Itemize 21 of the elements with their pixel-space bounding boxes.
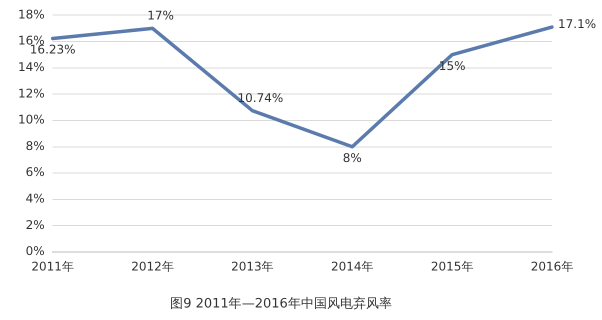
y-tick-label: 0%	[26, 244, 45, 258]
x-tick-label: 2016年	[530, 259, 574, 274]
x-tick-label: 2015年	[430, 259, 474, 274]
data-label: 17%	[147, 8, 174, 22]
y-tick-label: 10%	[18, 112, 45, 127]
data-label: 15%	[438, 58, 466, 73]
y-tick-label: 4%	[26, 192, 45, 206]
data-label: 10.74%	[238, 90, 284, 105]
y-tick-label: 2%	[26, 218, 45, 232]
y-tick-label: 18%	[18, 7, 45, 22]
text: 图9 2011年—2016年中国风电弃风率	[170, 296, 392, 312]
data-label: 17.1%	[558, 17, 596, 32]
x-tick-label: 2011年	[31, 259, 74, 274]
y-tick-label: 8%	[26, 138, 45, 153]
y-tick-label: 12%	[18, 86, 45, 100]
x-tick-label: 2012年	[131, 259, 174, 274]
y-tick-label: 6%	[26, 165, 45, 180]
x-tick-label: 2014年	[330, 259, 374, 274]
data-label: 8%	[342, 150, 362, 165]
y-tick-label: 14%	[18, 60, 45, 74]
x-tick-label: 2013年	[231, 259, 274, 274]
